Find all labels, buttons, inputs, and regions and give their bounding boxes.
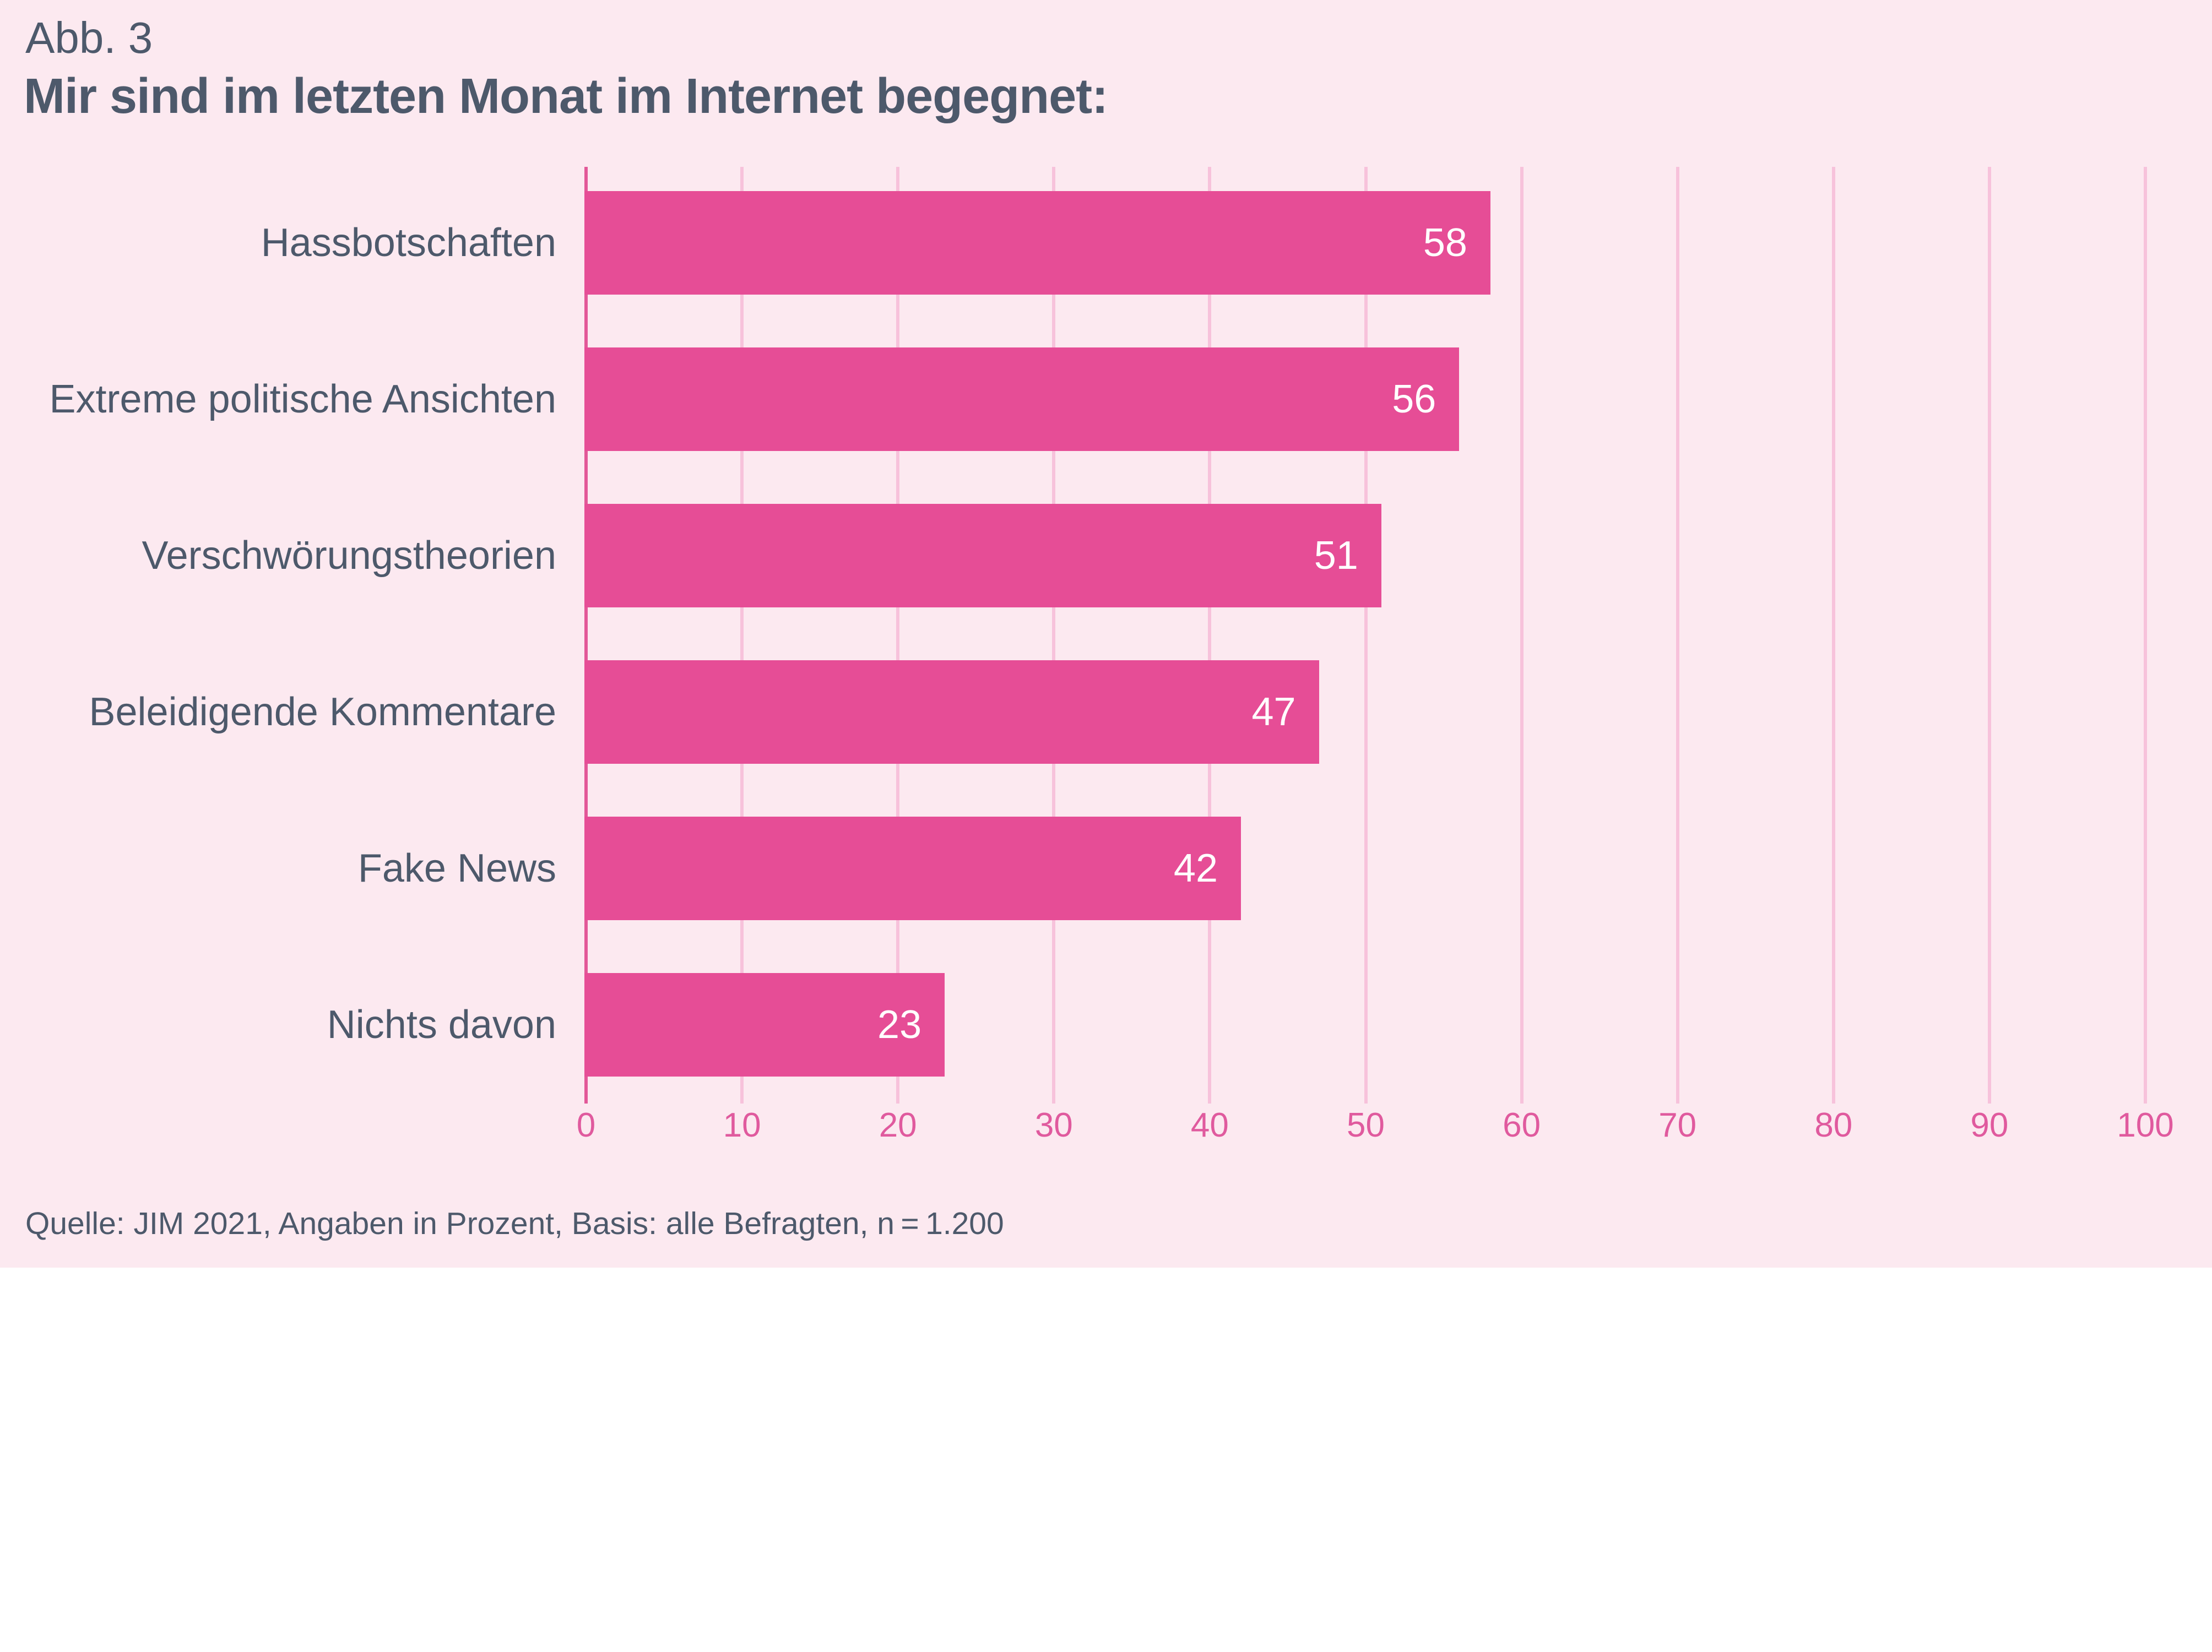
axis-tick-label: 10 bbox=[723, 1106, 761, 1144]
gridline bbox=[1052, 167, 1056, 1077]
axis-tick-label: 80 bbox=[1814, 1106, 1853, 1144]
axis-tick bbox=[740, 1077, 744, 1104]
source-note: Quelle: JIM 2021, Angaben in Prozent, Ba… bbox=[25, 1206, 1004, 1241]
gridline bbox=[584, 167, 588, 1077]
category-label: Extreme politische Ansichten bbox=[49, 377, 556, 421]
bar: 42 bbox=[584, 817, 1241, 920]
axis-tick bbox=[1520, 1077, 1524, 1104]
category-label: Fake News bbox=[357, 846, 556, 890]
gridline bbox=[1987, 167, 1991, 1077]
axis-tick bbox=[584, 1077, 588, 1104]
category-label: Nichts davon bbox=[327, 1003, 556, 1047]
axis-tick-label: 100 bbox=[2117, 1106, 2174, 1144]
bar-value-label: 58 bbox=[1423, 221, 1467, 265]
gridline bbox=[1364, 167, 1368, 1077]
bar-value-label: 42 bbox=[1173, 846, 1218, 890]
axis-tick-label: 90 bbox=[1970, 1106, 2009, 1144]
axis-tick bbox=[1208, 1077, 1212, 1104]
bar-chart: 0 10 20 30 40 50 60 70 80 90 100 Hassbotschaften 58 E… bbox=[49, 167, 2174, 1144]
gridline bbox=[896, 167, 900, 1077]
axis-tick-label: 40 bbox=[1190, 1106, 1229, 1144]
chart-title: Mir sind im letzten Monat im Internet be… bbox=[24, 69, 1108, 124]
bar: 23 bbox=[584, 973, 945, 1077]
bar-value-label: 51 bbox=[1314, 534, 1358, 578]
bar: 47 bbox=[584, 660, 1319, 764]
axis-tick-label: 70 bbox=[1658, 1106, 1697, 1144]
axis-tick bbox=[1987, 1077, 1991, 1104]
axis-tick bbox=[1364, 1077, 1368, 1104]
gridline bbox=[740, 167, 744, 1077]
gridline bbox=[1520, 167, 1524, 1077]
axis-tick bbox=[1831, 1077, 1835, 1104]
bar: 58 bbox=[584, 191, 1490, 295]
axis-tick-label: 30 bbox=[1034, 1106, 1073, 1144]
bar-value-label: 23 bbox=[877, 1003, 922, 1047]
bar: 56 bbox=[584, 347, 1460, 451]
axis-tick-label: 20 bbox=[879, 1106, 917, 1144]
bar-value-label: 47 bbox=[1251, 690, 1296, 734]
gridline bbox=[1676, 167, 1679, 1077]
axis-tick bbox=[1052, 1077, 1056, 1104]
figure-label: Abb. 3 bbox=[25, 13, 153, 62]
gridline bbox=[1831, 167, 1835, 1077]
axis-tick-label: 60 bbox=[1503, 1106, 1541, 1144]
category-label: Beleidigende Kommentare bbox=[89, 690, 556, 734]
axis-tick-label: 50 bbox=[1347, 1106, 1385, 1144]
gridline bbox=[1208, 167, 1212, 1077]
category-label: Verschwörungstheorien bbox=[142, 534, 556, 578]
axis-tick bbox=[896, 1077, 900, 1104]
bar: 51 bbox=[584, 504, 1381, 607]
bar-value-label: 56 bbox=[1392, 377, 1436, 421]
axis-tick-label: 0 bbox=[576, 1106, 596, 1144]
axis-tick bbox=[2144, 1077, 2147, 1104]
category-label: Hassbotschaften bbox=[261, 221, 556, 265]
chart-panel: Abb. 3 Mir sind im letzten Monat im Inte… bbox=[0, 0, 2212, 1268]
gridline bbox=[2144, 167, 2147, 1077]
axis-tick bbox=[1676, 1077, 1679, 1104]
